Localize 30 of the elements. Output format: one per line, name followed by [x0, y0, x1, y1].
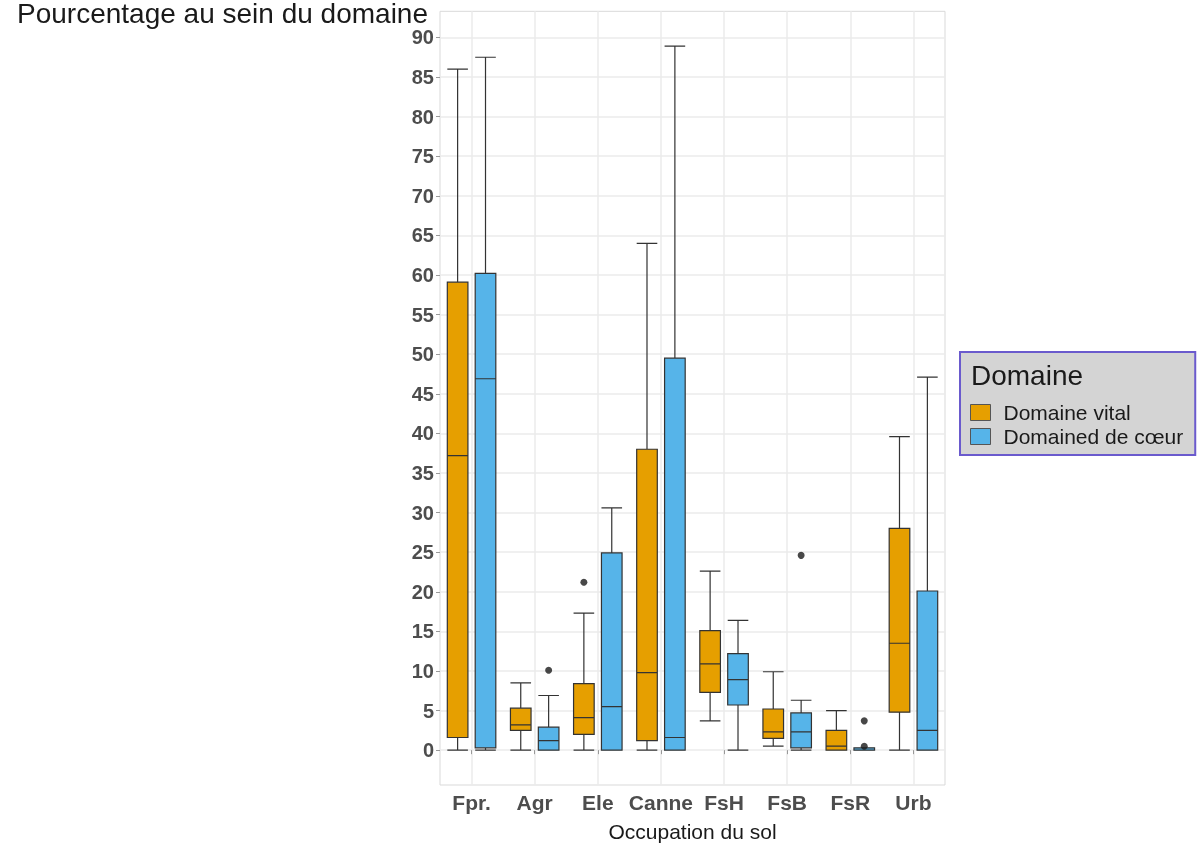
x-axis-title: Occupation du sol: [608, 820, 777, 843]
y-tick-label: 40: [411, 422, 434, 445]
y-tick-label: 35: [411, 461, 434, 484]
x-tick-label: Agr: [516, 791, 553, 814]
y-tick-label: 5: [422, 699, 434, 722]
legend-label: Domained de cœur: [1003, 425, 1184, 448]
y-tick-label: 65: [411, 224, 434, 247]
x-tick-label: Ele: [582, 791, 614, 814]
legend-label: Domaine vital: [1003, 401, 1131, 424]
legend-title: Domaine: [971, 359, 1084, 391]
y-tick-label: 20: [411, 580, 434, 603]
y-tick-label: 85: [411, 66, 434, 89]
y-tick-label: 25: [411, 541, 434, 564]
y-tick-label: 75: [411, 145, 434, 168]
x-tick-label: FsH: [704, 791, 744, 814]
x-tick-label: Canne: [628, 791, 694, 814]
y-tick-label: 15: [411, 620, 434, 643]
x-tick-label: Urb: [895, 791, 932, 814]
y-tick-label: 45: [411, 382, 434, 405]
x-tick-label: FsB: [767, 791, 808, 814]
y-tick-label: 70: [411, 184, 434, 207]
y-tick-label: 10: [411, 659, 434, 682]
y-tick-label: 55: [411, 303, 434, 326]
y-tick-label: 80: [411, 105, 434, 128]
x-tick-label: Fpr.: [452, 791, 491, 814]
x-tick-label: FsR: [830, 791, 871, 814]
y-tick-label: 50: [411, 343, 434, 366]
y-tick-label: 60: [411, 264, 434, 287]
y-tick-label: 0: [422, 739, 434, 762]
y-tick-label: 30: [411, 501, 434, 524]
